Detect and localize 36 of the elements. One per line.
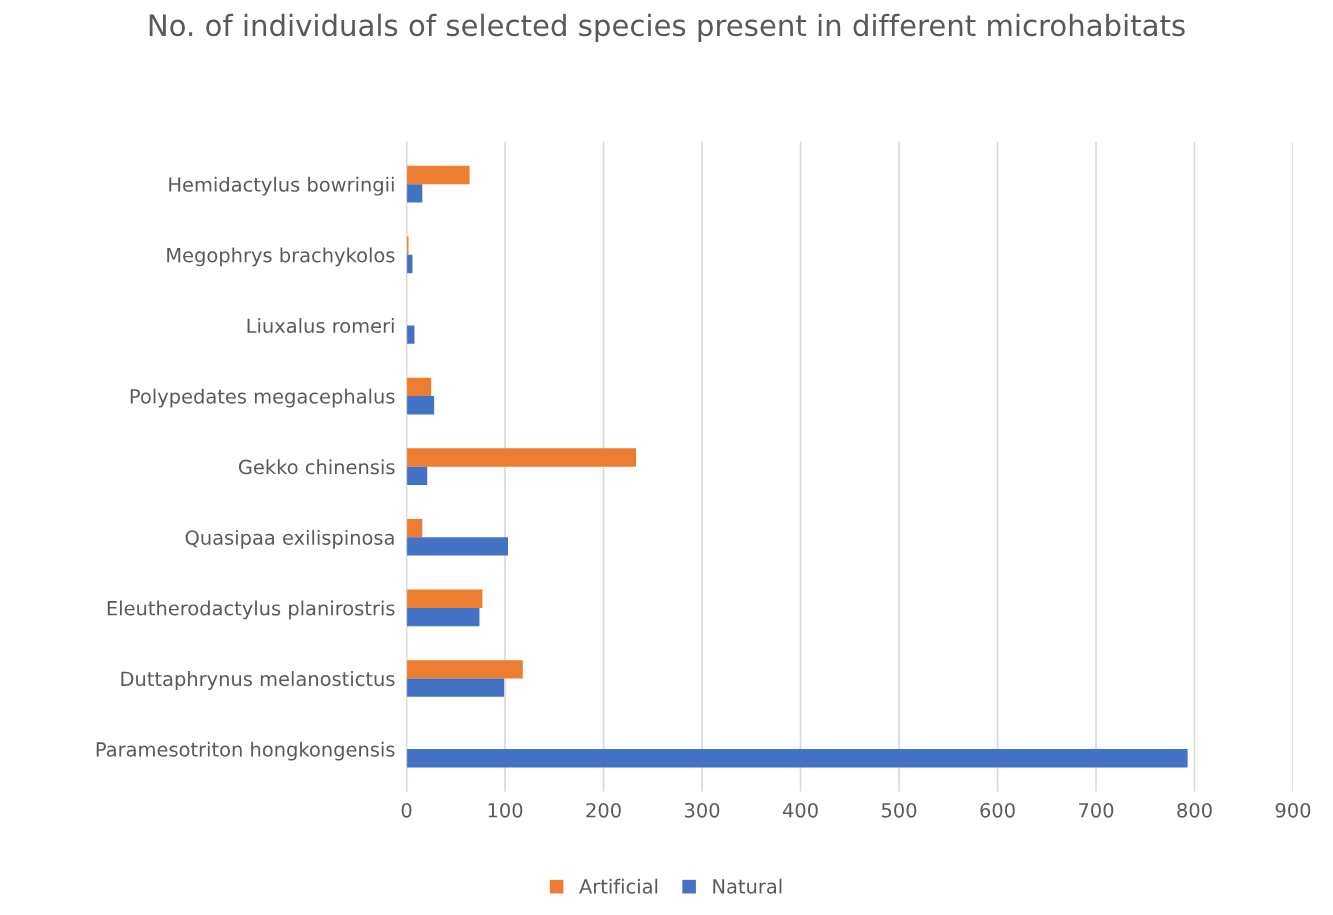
- chart-title: No. of individuals of selected species present in different microhabitats: [149, 13, 1185, 42]
- legend-label: Artificial: [579, 878, 658, 894]
- bar: [406, 537, 509, 556]
- x-tick-label: 800: [1177, 802, 1212, 818]
- y-tick-label: Polypedates megacephalus: [130, 388, 395, 408]
- bar: [406, 607, 480, 627]
- y-tick-label: Duttaphrynus melanostictus: [121, 671, 395, 690]
- bar: [406, 325, 415, 344]
- x-tick-label: 400: [782, 802, 818, 818]
- x-tick-label: 200: [586, 802, 621, 818]
- bar: [406, 377, 432, 397]
- x-tick-label: 300: [684, 802, 720, 818]
- bar: [406, 589, 483, 608]
- x-tick-label: 100: [488, 802, 523, 818]
- x-tick-label: 0: [401, 802, 412, 818]
- y-tick-label: Megophrys brachykolos: [167, 247, 395, 267]
- x-tick-label: 700: [1079, 802, 1114, 818]
- bar: [406, 749, 1188, 768]
- x-tick-label: 600: [980, 802, 1015, 818]
- bar: [406, 396, 435, 415]
- y-tick-label: Eleutherodactylus planirostris: [107, 600, 395, 620]
- y-tick-label: Quasipaa exilispinosa: [185, 529, 394, 549]
- bar: [406, 678, 505, 697]
- y-tick-label: Liuxalus romeri: [247, 318, 394, 334]
- bar: [406, 466, 428, 486]
- bar: [406, 165, 470, 185]
- bar: [406, 660, 523, 679]
- legend-label: Natural: [713, 878, 782, 894]
- y-tick-label: Gekko chinensis: [238, 459, 395, 475]
- bar: [406, 184, 423, 203]
- y-tick-label: Hemidactylus bowringii: [169, 176, 394, 196]
- x-tick-label: 500: [881, 802, 917, 818]
- bar: [406, 518, 423, 538]
- bar: [406, 448, 637, 467]
- y-tick-label: Paramesotriton hongkongensis: [96, 741, 395, 761]
- x-tick-label: 900: [1275, 802, 1311, 818]
